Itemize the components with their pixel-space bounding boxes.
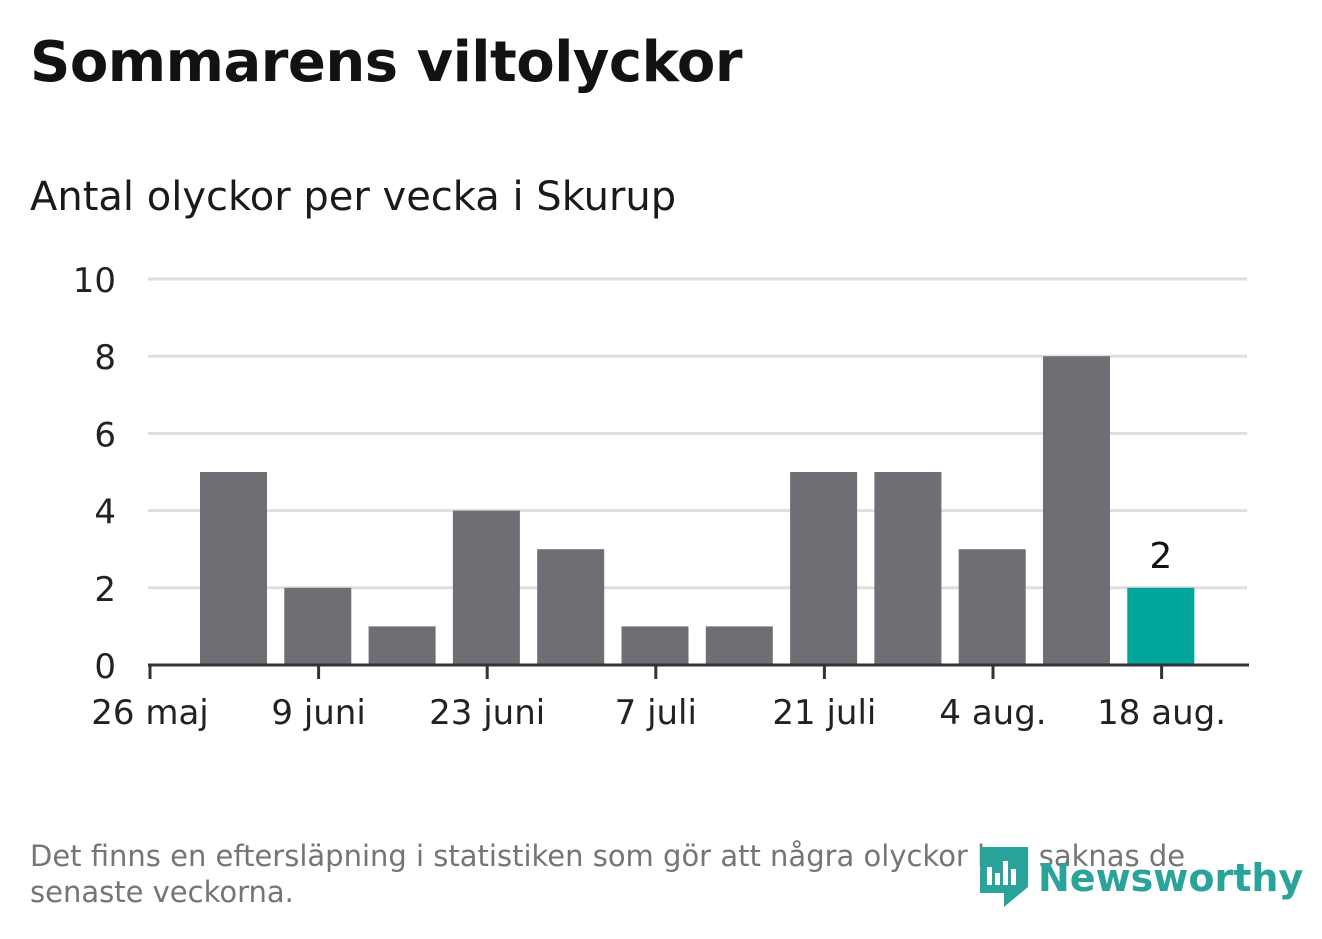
- newsworthy-logo-icon: [980, 847, 1028, 907]
- bar: [368, 626, 436, 665]
- x-tick-label: 23 juni: [429, 693, 545, 733]
- x-axis: [148, 663, 1249, 679]
- bar: [452, 510, 520, 665]
- bar: [705, 626, 773, 665]
- y-axis-labels: 0 2 4 6 8 10: [73, 261, 116, 687]
- x-tick-label: 4 aug.: [939, 693, 1046, 733]
- x-tick-label: 21 juli: [772, 693, 876, 733]
- newsworthy-logo: Newsworthy: [980, 846, 1303, 910]
- data-label: 2: [1149, 536, 1172, 577]
- y-tick-label: 4: [94, 493, 116, 533]
- bar: [1043, 356, 1110, 665]
- bar: [1127, 587, 1195, 665]
- chart-title: Sommarens viltolyckor: [30, 30, 742, 95]
- bars: [200, 356, 1195, 665]
- logo-text: Newsworthy: [1038, 856, 1304, 900]
- bar: [874, 472, 942, 665]
- bar: [537, 549, 605, 665]
- x-axis-labels: 26 maj 9 juni 23 juni 7 juli 21 juli 4 aug. 18…: [91, 693, 1226, 733]
- x-tick-label: 18 aug.: [1097, 693, 1226, 733]
- chart-subtitle: Antal olyckor per vecka i Skurup: [30, 174, 677, 220]
- x-tick-label: 7 juli: [615, 693, 697, 733]
- bar: [200, 472, 267, 665]
- bar: [958, 549, 1026, 665]
- y-tick-label: 6: [94, 415, 116, 455]
- bar: [284, 587, 352, 665]
- y-tick-label: 8: [94, 338, 116, 378]
- y-tick-label: 10: [73, 261, 116, 301]
- y-tick-label: 2: [94, 570, 116, 610]
- y-tick-label: 0: [94, 647, 116, 687]
- x-tick-label: 9 juni: [271, 693, 365, 733]
- bar: [790, 472, 858, 665]
- x-tick-label: 26 maj: [91, 693, 208, 733]
- data-labels: 2: [1149, 536, 1172, 577]
- bar: [621, 626, 689, 665]
